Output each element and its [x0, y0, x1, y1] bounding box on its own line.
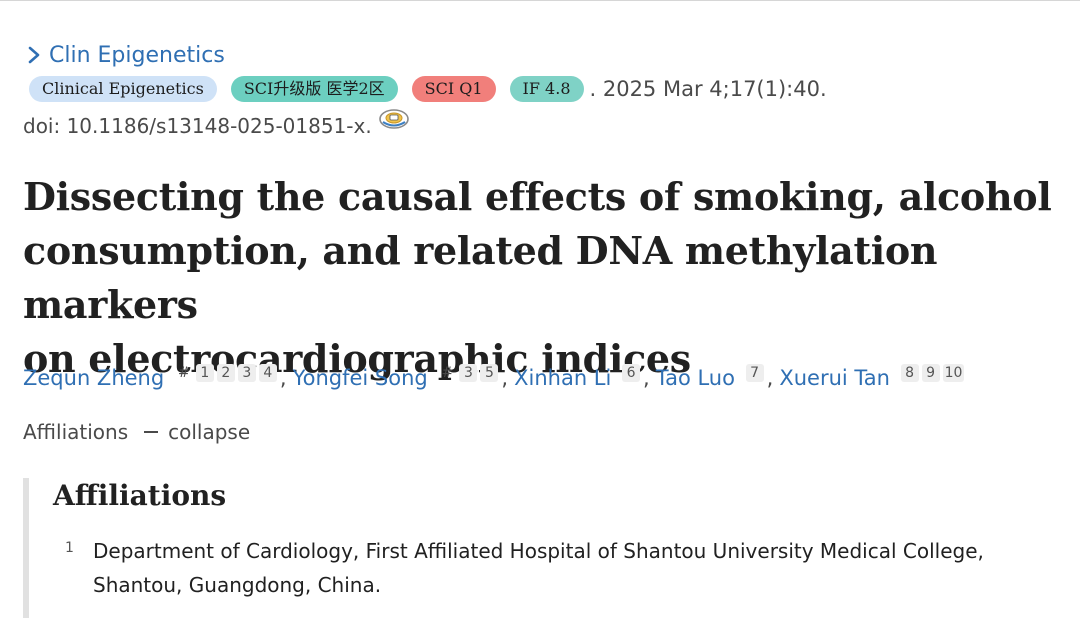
author-zheng: Zequn Zheng # 1 2 3 4 [23, 364, 280, 390]
impact-factor-badge: IF 4.8 [509, 76, 584, 102]
journal-link[interactable]: Clin Epigenetics [23, 40, 225, 70]
affiliation-line-1: Department of Cardiology, First Affiliat… [93, 539, 984, 563]
doi-row: doi: 10.1186/s13148-025-01851-x. [23, 107, 410, 142]
author-marks: # 1 2 3 4 [175, 364, 280, 382]
affiliation-ref[interactable]: 10 [942, 364, 965, 382]
affiliation-ref[interactable]: 4 [258, 364, 277, 382]
affiliation-number: 1 [65, 540, 74, 556]
top-divider [0, 0, 1080, 1]
article-title: Dissecting the causal effects of smoking… [23, 170, 1073, 386]
affiliations-toggle[interactable]: Affiliations collapse [23, 417, 250, 447]
sci-category-badge: SCI升级版 医学2区 [230, 76, 398, 102]
affiliation-ref[interactable]: 6 [622, 364, 641, 382]
author-marks: 8 9 10 [900, 364, 968, 382]
author-separator: , [643, 366, 650, 390]
affiliation-ref[interactable]: 5 [480, 364, 499, 382]
affiliation-item: 1 Department of Cardiology, First Affili… [65, 534, 1065, 602]
journal-name[interactable]: Clin Epigenetics [49, 42, 225, 68]
author-name[interactable]: Xuerui Tan [779, 366, 890, 390]
title-line-2: consumption, and related DNA methylation… [23, 228, 938, 327]
affiliation-ref[interactable]: 3 [459, 364, 478, 382]
affiliation-ref[interactable]: 8 [900, 364, 919, 382]
affiliation-ref[interactable]: 7 [745, 364, 764, 382]
affiliation-text: Department of Cardiology, First Affiliat… [93, 534, 1053, 602]
author-marks: 7 [745, 364, 767, 382]
equal-contribution-mark: # [178, 365, 190, 381]
author-marks: # 3 5 [438, 364, 501, 382]
publication-date: . 2025 Mar 4;17(1):40. [589, 77, 827, 101]
author-list: Zequn Zheng # 1 2 3 4 , Yongfei Song # 3… [23, 360, 967, 396]
affiliation-ref[interactable]: 2 [216, 364, 235, 382]
title-line-3: on electrocardiographic indices [23, 336, 691, 381]
author-name[interactable]: Yongfei Song [292, 366, 428, 390]
author-separator: , [501, 366, 509, 390]
affiliation-ref[interactable]: 3 [237, 364, 256, 382]
author-separator: , [766, 366, 774, 390]
collapse-link[interactable]: collapse [168, 420, 251, 444]
author-separator: , [279, 366, 287, 390]
journal-badge: Clinical Epigenetics [29, 76, 217, 102]
fulltext-link-icon[interactable] [378, 107, 410, 131]
sci-quartile-badge: SCI Q1 [411, 76, 496, 102]
badge-row: Clinical Epigenetics SCI升级版 医学2区 SCI Q1 … [29, 74, 827, 104]
affiliation-ref[interactable]: 1 [195, 364, 214, 382]
author-name[interactable]: Tao Luo [655, 366, 735, 390]
affiliations-panel: Affiliations 1 Department of Cardiology,… [23, 478, 1079, 618]
affiliations-heading: Affiliations [53, 479, 227, 512]
doi-text[interactable]: doi: 10.1186/s13148-025-01851-x. [23, 114, 372, 138]
author-tan: Xuerui Tan 8 9 10 [779, 364, 968, 390]
minus-icon [144, 431, 159, 433]
author-marks: 6 [622, 364, 643, 382]
affiliation-line-2: Shantou, Guangdong, China. [93, 573, 382, 597]
title-line-1: Dissecting the causal effects of smoking… [23, 174, 1052, 219]
affiliation-ref[interactable]: 9 [921, 364, 940, 382]
author-name[interactable]: Zequn Zheng [23, 366, 165, 390]
author-song: Yongfei Song # 3 5 [292, 364, 502, 390]
equal-contribution-mark: # [441, 365, 454, 381]
author-name[interactable]: Xinhan Li [514, 366, 612, 390]
affiliations-toggle-label[interactable]: Affiliations [23, 420, 129, 444]
chevron-right-icon [28, 46, 40, 64]
author-luo: Tao Luo 7 [655, 364, 767, 390]
author-li: Xinhan Li 6 [514, 364, 643, 390]
